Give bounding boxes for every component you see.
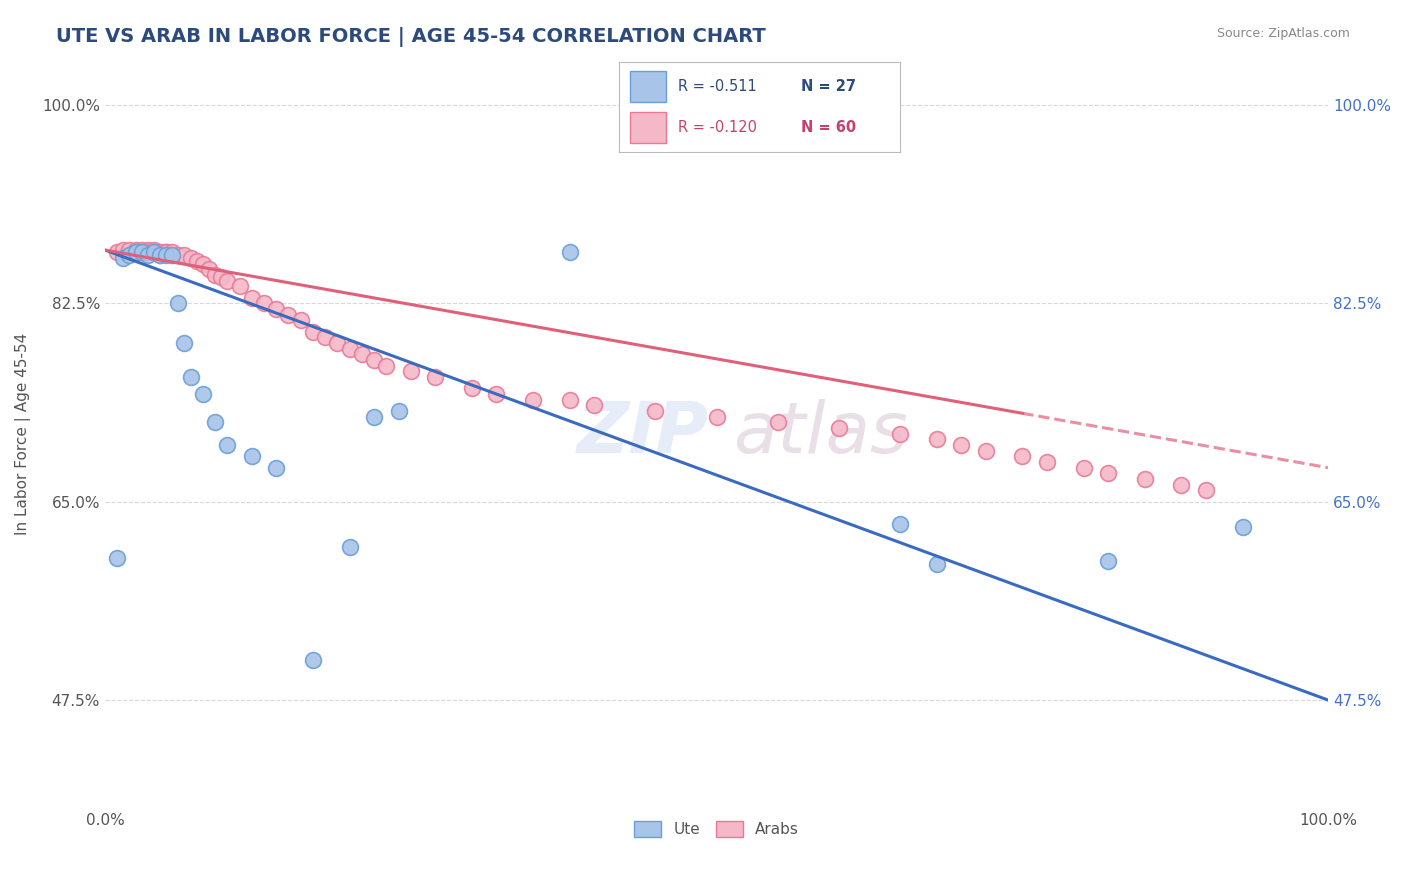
Point <box>162 247 184 261</box>
Point <box>264 301 287 316</box>
Bar <box>630 112 666 143</box>
Point <box>155 245 177 260</box>
Text: N = 60: N = 60 <box>801 120 856 135</box>
Point <box>889 426 911 441</box>
Point <box>522 392 544 407</box>
Point <box>302 325 325 339</box>
Point <box>889 517 911 532</box>
Point <box>363 353 385 368</box>
Point <box>766 415 789 429</box>
Point <box>950 438 973 452</box>
Point <box>142 245 165 260</box>
Point <box>167 296 190 310</box>
Point <box>217 438 239 452</box>
Point <box>131 245 153 260</box>
Point <box>105 551 128 566</box>
Point <box>925 557 948 571</box>
Bar <box>630 71 666 102</box>
Point <box>253 296 276 310</box>
Point <box>155 245 177 260</box>
Text: atlas: atlas <box>733 400 908 468</box>
Point <box>136 247 159 261</box>
Point <box>136 243 159 257</box>
Point <box>173 247 195 261</box>
Point <box>1195 483 1218 498</box>
Point <box>240 291 263 305</box>
Point <box>105 245 128 260</box>
Point <box>204 268 226 282</box>
Legend: Ute, Arabs: Ute, Arabs <box>626 814 807 845</box>
Point <box>974 443 997 458</box>
Point <box>118 243 141 257</box>
Point <box>375 359 398 373</box>
Point <box>118 247 141 261</box>
Text: ZIP: ZIP <box>576 400 709 468</box>
Point <box>485 387 508 401</box>
Point <box>363 409 385 424</box>
Point <box>339 540 361 554</box>
Point <box>828 421 851 435</box>
Point <box>326 336 349 351</box>
Point <box>112 243 135 257</box>
Point <box>583 398 606 412</box>
Point <box>1011 450 1033 464</box>
Point <box>180 370 202 384</box>
Point <box>425 370 447 384</box>
Point <box>186 254 208 268</box>
Text: R = -0.120: R = -0.120 <box>678 120 756 135</box>
Point <box>558 245 581 260</box>
Point <box>149 247 172 261</box>
Point <box>131 245 153 260</box>
Point <box>277 308 299 322</box>
Point <box>240 450 263 464</box>
Point <box>209 270 232 285</box>
Point <box>124 245 146 260</box>
Point <box>112 251 135 265</box>
Point <box>264 460 287 475</box>
Point <box>1097 467 1119 481</box>
Text: UTE VS ARAB IN LABOR FORCE | AGE 45-54 CORRELATION CHART: UTE VS ARAB IN LABOR FORCE | AGE 45-54 C… <box>56 27 766 46</box>
Point <box>167 247 190 261</box>
Point <box>350 347 373 361</box>
Point <box>228 279 250 293</box>
Point <box>706 409 728 424</box>
Point <box>142 243 165 257</box>
Point <box>155 247 177 261</box>
Point <box>302 653 325 667</box>
Point <box>131 243 153 257</box>
Point <box>387 404 409 418</box>
Point <box>339 342 361 356</box>
Point <box>149 245 172 260</box>
Point <box>180 251 202 265</box>
Point <box>204 415 226 429</box>
Point <box>191 387 214 401</box>
Point <box>290 313 312 327</box>
Point <box>173 336 195 351</box>
Point <box>1073 460 1095 475</box>
Point <box>558 392 581 407</box>
Point <box>162 245 184 260</box>
Y-axis label: In Labor Force | Age 45-54: In Labor Force | Age 45-54 <box>15 333 31 535</box>
Point <box>217 274 239 288</box>
Text: N = 27: N = 27 <box>801 79 856 94</box>
Point <box>124 243 146 257</box>
Point <box>149 247 172 261</box>
Point <box>1232 519 1254 533</box>
Text: R = -0.511: R = -0.511 <box>678 79 756 94</box>
Point <box>1097 554 1119 568</box>
Text: Source: ZipAtlas.com: Source: ZipAtlas.com <box>1216 27 1350 40</box>
Point <box>644 404 666 418</box>
Point <box>314 330 336 344</box>
Point <box>1133 472 1156 486</box>
Point <box>198 262 221 277</box>
Point <box>461 381 484 395</box>
Point <box>1170 477 1192 491</box>
Point <box>1036 455 1059 469</box>
Point <box>925 433 948 447</box>
Point <box>124 245 146 260</box>
Point <box>191 257 214 271</box>
Point <box>136 245 159 260</box>
Point <box>142 245 165 260</box>
Point <box>399 364 422 378</box>
